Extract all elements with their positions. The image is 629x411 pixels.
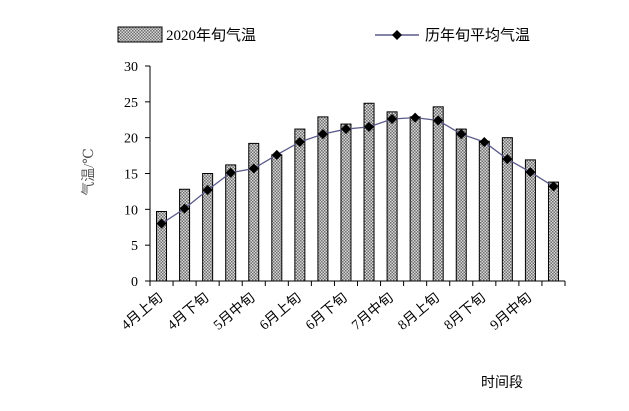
y-tick-label: 30 [124, 60, 138, 75]
bar [409, 116, 421, 282]
legend-line-label: 历年旬平均气温 [425, 27, 530, 44]
legend-line-marker [392, 30, 402, 40]
bar [432, 106, 444, 282]
line-marker [410, 112, 421, 123]
bar [478, 140, 490, 282]
bar [202, 173, 214, 282]
y-tick-label: 0 [131, 275, 138, 290]
bar [156, 210, 168, 282]
x-tick-label: 9月中旬 [487, 290, 535, 334]
y-tick-label: 15 [124, 168, 138, 183]
line-marker [248, 163, 259, 174]
line-marker [202, 184, 213, 195]
y-tick-label: 20 [124, 132, 138, 147]
y-tick-label: 25 [124, 96, 138, 111]
bar [340, 123, 352, 282]
bar [271, 154, 283, 282]
line-marker [387, 114, 398, 125]
y-tick-label: 10 [124, 203, 138, 218]
bar [524, 159, 536, 282]
line-marker [456, 129, 467, 140]
x-tick-label: 8月上旬 [395, 290, 443, 334]
line-marker [294, 136, 305, 147]
line-marker [340, 124, 351, 135]
bar [455, 128, 467, 282]
y-axis-label: 气温/℃ [81, 148, 97, 196]
bar [294, 128, 306, 282]
legend: 2020年旬气温 历年旬平均气温 [117, 26, 530, 44]
x-tick-label: 6月下旬 [303, 290, 351, 334]
line-marker [225, 167, 236, 178]
bar [386, 111, 398, 282]
x-tick-label: 7月中旬 [349, 290, 397, 334]
average-line [161, 116, 554, 225]
bar [317, 116, 329, 282]
legend-bar-label: 2020年旬气温 [166, 27, 256, 44]
line-marker [525, 167, 536, 178]
bar [179, 188, 191, 282]
line-marker [271, 149, 282, 160]
line-marker [156, 218, 167, 229]
bar [248, 142, 260, 282]
plot-area: 0 5 10 15 20 25 30 4月上旬4月下旬5月中旬6月上旬6月下旬7月中旬8月上旬… [118, 60, 566, 334]
legend-bar-swatch [117, 26, 163, 43]
line-marker [317, 129, 328, 140]
y-tick-label: 5 [131, 239, 138, 254]
line-marker [364, 121, 375, 132]
bar [363, 102, 375, 282]
line-marker [548, 181, 559, 192]
x-tick-label: 4月下旬 [164, 290, 212, 334]
bar [547, 181, 559, 282]
line-marker [479, 136, 490, 147]
x-tick-label: 8月下旬 [441, 290, 489, 334]
line-marker [179, 203, 190, 214]
x-axis-label: 时间段 [481, 375, 523, 391]
x-tick-label: 5月中旬 [211, 290, 259, 334]
x-tick-label: 4月上旬 [118, 290, 166, 334]
bar [225, 164, 237, 282]
bar [501, 137, 513, 282]
line-marker [433, 115, 444, 126]
line-marker [502, 154, 513, 165]
x-tick-label: 6月上旬 [257, 290, 305, 334]
